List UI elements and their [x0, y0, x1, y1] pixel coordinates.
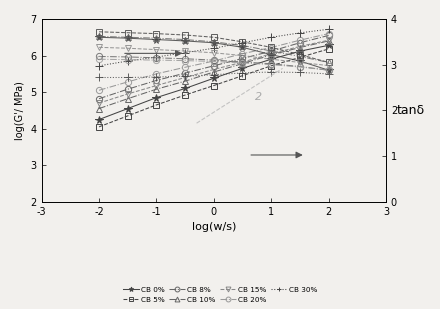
Y-axis label: log(G'/ MPa): log(G'/ MPa)	[15, 81, 25, 140]
Legend: CB 0%, CB 5%, CB 8%, CB 10%, CB 15%, CB 20%, CB 30%: CB 0%, CB 5%, CB 8%, CB 10%, CB 15%, CB …	[120, 284, 320, 305]
X-axis label: log(w/s): log(w/s)	[191, 222, 236, 232]
Y-axis label: tanδ: tanδ	[397, 104, 425, 117]
Text: 2: 2	[255, 92, 262, 102]
